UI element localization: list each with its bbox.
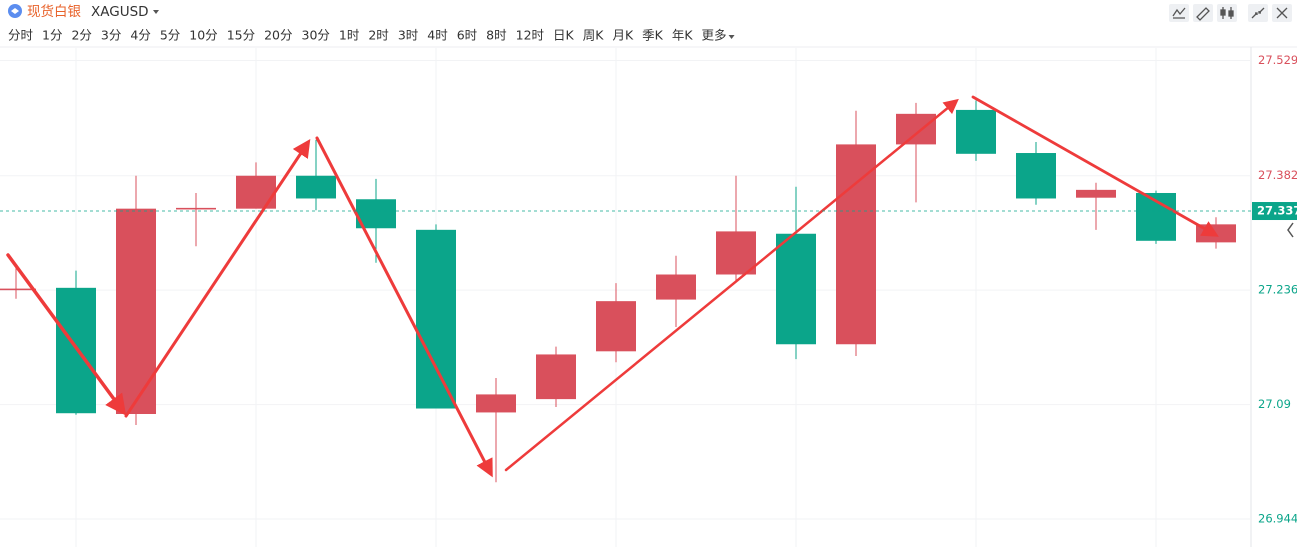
- y-tick-label: 27.529: [1258, 53, 1297, 67]
- period-tab[interactable]: 4分: [130, 28, 150, 43]
- period-tab[interactable]: 3时: [398, 28, 419, 43]
- period-tab[interactable]: 15分: [227, 28, 255, 43]
- candle-body: [116, 208, 156, 415]
- period-tab[interactable]: 1分: [42, 28, 62, 43]
- y-tick-label: 27.236: [1258, 283, 1297, 297]
- tool-icon: [1276, 7, 1288, 19]
- period-tab[interactable]: 6时: [457, 28, 478, 43]
- symbol-code[interactable]: XAGUSD: [91, 4, 149, 20]
- symbol-icon-glyph: [11, 8, 19, 14]
- tool-button[interactable]: [1193, 4, 1213, 22]
- tool-icon: [1172, 7, 1186, 19]
- arrow: [315, 136, 493, 478]
- last-price-box: [1252, 202, 1297, 221]
- last-price-label: 27.337: [1257, 204, 1297, 218]
- toolbar-buttons: [1169, 4, 1292, 22]
- candle-body: [956, 109, 996, 154]
- candle-body: [896, 113, 936, 145]
- symbol-name[interactable]: 现货白银: [27, 3, 81, 20]
- candle-body: [1016, 153, 1056, 199]
- period-tab[interactable]: 20分: [264, 28, 292, 43]
- arrow: [971, 95, 1219, 237]
- candle-body: [1076, 189, 1116, 198]
- candle-body: [296, 175, 336, 199]
- arrow: [504, 98, 959, 472]
- tool-icon: [1251, 7, 1265, 19]
- grid: [0, 48, 1251, 547]
- period-tab[interactable]: 3分: [101, 28, 121, 43]
- candle-body: [476, 394, 516, 413]
- annotation-arrows: [6, 95, 1219, 478]
- candle-body: [536, 354, 576, 400]
- candle-body: [176, 207, 216, 210]
- candle-body: [836, 144, 876, 345]
- arrow: [6, 253, 127, 416]
- period-tab[interactable]: 10分: [189, 28, 217, 43]
- tool-icon: [1196, 7, 1210, 21]
- period-tab[interactable]: 1时: [339, 28, 360, 43]
- arrow: [124, 139, 311, 418]
- candle-body: [776, 233, 816, 345]
- candle-body: [0, 288, 36, 291]
- candles: [0, 100, 1236, 483]
- period-tab[interactable]: 日K: [553, 28, 575, 43]
- candle-body: [656, 274, 696, 300]
- period-tab[interactable]: 4时: [427, 28, 448, 43]
- period-tab[interactable]: 8时: [486, 28, 507, 43]
- more-caret[interactable]: [728, 35, 735, 39]
- period-tab[interactable]: 5分: [160, 28, 180, 43]
- symbol-caret[interactable]: [153, 10, 159, 14]
- candle-body: [596, 301, 636, 352]
- period-tab[interactable]: 12时: [516, 28, 545, 43]
- tool-icon: [1220, 9, 1226, 16]
- period-tab[interactable]: 季K: [642, 28, 664, 43]
- period-tab[interactable]: 月K: [612, 28, 634, 43]
- tool-button[interactable]: [1217, 4, 1237, 22]
- period-tab[interactable]: 分时: [8, 28, 34, 43]
- side-toggle[interactable]: [1287, 222, 1294, 238]
- period-tab[interactable]: 2时: [368, 28, 389, 43]
- tool-button[interactable]: [1248, 4, 1268, 22]
- period-tab[interactable]: 年K: [672, 28, 694, 43]
- candle-body: [416, 229, 456, 409]
- tool-icon: [1228, 10, 1234, 17]
- candle-body: [56, 287, 96, 414]
- candle-body: [236, 175, 276, 209]
- period-tab[interactable]: 周K: [583, 28, 605, 43]
- period-tab[interactable]: 更多: [702, 28, 727, 43]
- period-tab[interactable]: 2分: [71, 28, 91, 43]
- y-tick-label: 26.944: [1258, 512, 1297, 526]
- period-bar: 分时 1分 2分 3分 4分 5分 10分 15分 20分 30分 1时 2时 3时 4时 6时 8时 12时日…: [8, 28, 735, 43]
- y-tick-label: 27.382: [1258, 168, 1297, 182]
- period-tab[interactable]: 30分: [302, 28, 330, 43]
- y-tick-label: 27.09: [1258, 397, 1291, 411]
- y-axis: 26.944 27.09 27.236 27.382 27.529 27.337: [0, 53, 1297, 526]
- candle-body: [716, 231, 756, 275]
